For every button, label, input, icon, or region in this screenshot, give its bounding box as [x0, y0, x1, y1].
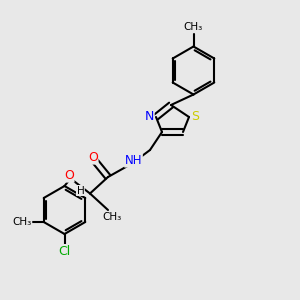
- Text: CH₃: CH₃: [102, 212, 121, 222]
- Text: N: N: [145, 110, 154, 124]
- Text: NH: NH: [125, 154, 142, 167]
- Text: S: S: [192, 110, 200, 124]
- Text: O: O: [64, 169, 74, 182]
- Text: H: H: [76, 185, 84, 196]
- Text: CH₃: CH₃: [13, 217, 32, 227]
- Text: Cl: Cl: [58, 244, 70, 258]
- Text: O: O: [88, 151, 98, 164]
- Text: CH₃: CH₃: [184, 22, 203, 32]
